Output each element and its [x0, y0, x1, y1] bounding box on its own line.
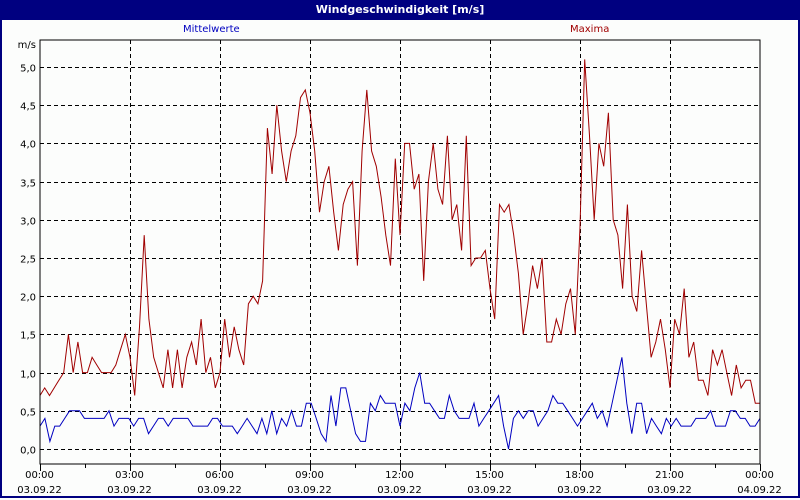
x-tick-date: 03.09.22 — [647, 485, 692, 496]
y-unit-label: m/s — [18, 40, 36, 51]
legend-mean: Mittelwerte — [183, 24, 240, 35]
x-tick-date: 03.09.22 — [107, 485, 152, 496]
x-tick-time: 21:00 — [655, 470, 684, 481]
x-tick-time: 00:00 — [25, 470, 54, 481]
y-tick-label: 5,0 — [20, 64, 36, 75]
y-tick-label: 4,0 — [20, 140, 36, 151]
x-tick-time: 03:00 — [115, 470, 144, 481]
y-tick-label: 1,5 — [20, 331, 36, 342]
x-tick-date: 04.09.22 — [737, 485, 782, 496]
x-tick-date: 03.09.22 — [17, 485, 62, 496]
x-tick-time: 00:00 — [745, 470, 774, 481]
x-tick-date: 03.09.22 — [467, 485, 512, 496]
y-tick-label: 3,0 — [20, 217, 36, 228]
grid-lines — [40, 40, 760, 464]
series-mittelwerte-line — [39, 357, 761, 450]
chart-title: Windgeschwindigkeit [m/s] — [0, 0, 800, 20]
x-tick-date: 03.09.22 — [377, 485, 422, 496]
plot-area-border — [39, 39, 761, 465]
y-tick-label: 2,5 — [20, 255, 36, 266]
y-tick-label: 4,5 — [20, 102, 36, 113]
x-tick-time: 12:00 — [385, 470, 414, 481]
series-maxima-line — [39, 59, 760, 404]
x-tick-time: 18:00 — [565, 470, 594, 481]
x-tick-date: 03.09.22 — [287, 485, 332, 496]
legend-max: Maxima — [570, 24, 610, 35]
x-tick-time: 06:00 — [205, 470, 234, 481]
x-tick-date: 03.09.22 — [557, 485, 602, 496]
y-tick-label: 2,0 — [20, 293, 36, 304]
x-tick-time: 15:00 — [475, 470, 504, 481]
x-tick-date: 03.09.22 — [197, 485, 242, 496]
y-tick-label: 0,5 — [20, 408, 36, 419]
y-axis: 0,0 0,5 1,0 1,5 2,0 2,5 3,0 3,5 4,0 4,5 5,0 m/s — [18, 40, 36, 457]
x-axis: 00:00 03.09.22 03:00 03.09.22 06:00 03.09.22 0… — [17, 464, 782, 496]
y-tick-label: 0,0 — [20, 446, 36, 457]
y-tick-label: 3,5 — [20, 179, 36, 190]
y-tick-label: 1,0 — [20, 370, 36, 381]
x-tick-time: 09:00 — [295, 470, 324, 481]
